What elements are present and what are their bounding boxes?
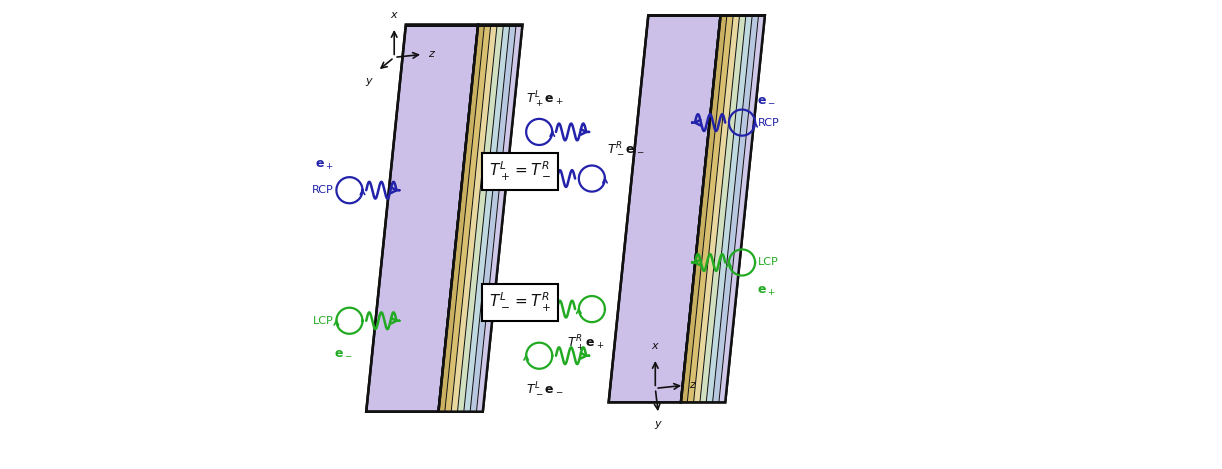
Text: $T_+^L\mathbf{e}_+$: $T_+^L\mathbf{e}_+$: [527, 90, 563, 110]
Polygon shape: [477, 25, 523, 412]
Text: LCP: LCP: [758, 257, 778, 267]
Text: $y$: $y$: [365, 76, 374, 88]
Text: LCP: LCP: [313, 316, 334, 326]
Polygon shape: [439, 25, 484, 412]
Polygon shape: [464, 25, 510, 412]
Polygon shape: [367, 25, 478, 412]
Polygon shape: [451, 25, 497, 412]
Polygon shape: [457, 25, 503, 412]
Polygon shape: [687, 15, 733, 402]
Polygon shape: [719, 15, 765, 402]
Text: $\mathbf{e}_+$: $\mathbf{e}_+$: [758, 285, 776, 298]
Polygon shape: [694, 15, 739, 402]
Text: $z$: $z$: [428, 49, 436, 59]
Text: $x$: $x$: [390, 10, 398, 20]
Text: RCP: RCP: [313, 185, 334, 195]
Text: $x$: $x$: [651, 341, 660, 351]
Text: $T_+^R\mathbf{e}_+$: $T_+^R\mathbf{e}_+$: [567, 334, 604, 354]
Polygon shape: [700, 15, 745, 402]
Text: $\mathbf{e}_-$: $\mathbf{e}_-$: [334, 346, 352, 358]
Text: $y$: $y$: [654, 419, 662, 431]
Polygon shape: [681, 15, 765, 402]
Text: $\mathbf{e}_-$: $\mathbf{e}_-$: [758, 92, 776, 105]
Polygon shape: [470, 25, 516, 412]
Polygon shape: [445, 25, 491, 412]
Text: $T_-^L\mathbf{e}_-$: $T_-^L\mathbf{e}_-$: [527, 380, 563, 396]
Polygon shape: [609, 15, 721, 402]
Text: $T_+^L = T_-^R$: $T_+^L = T_-^R$: [489, 160, 551, 183]
Text: $T_-^L = T_+^R$: $T_-^L = T_+^R$: [489, 290, 551, 314]
Polygon shape: [706, 15, 753, 402]
Text: $\mathbf{e}_+$: $\mathbf{e}_+$: [315, 159, 334, 173]
Polygon shape: [681, 15, 727, 402]
Text: RCP: RCP: [758, 118, 780, 128]
Text: $z$: $z$: [689, 380, 697, 390]
Text: $T_-^R\mathbf{e}_-$: $T_-^R\mathbf{e}_-$: [607, 141, 645, 156]
Polygon shape: [712, 15, 759, 402]
Polygon shape: [439, 25, 523, 412]
